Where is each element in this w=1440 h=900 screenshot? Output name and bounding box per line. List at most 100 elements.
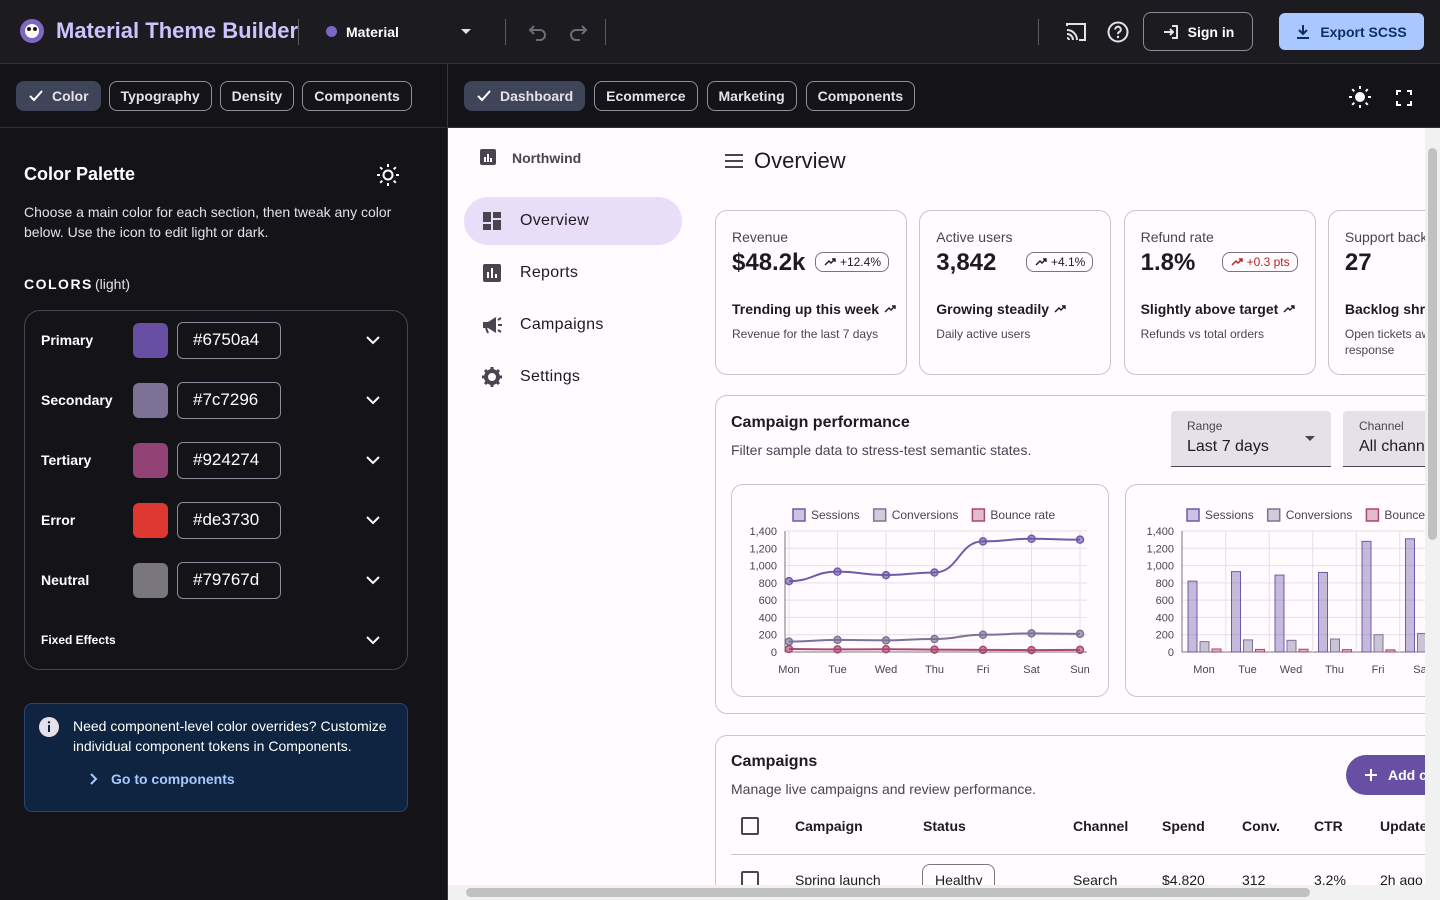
row-checkbox[interactable] bbox=[741, 817, 759, 835]
table-cell: Search bbox=[1073, 872, 1118, 888]
bar bbox=[1361, 540, 1372, 653]
kpi-label: Revenue bbox=[732, 229, 789, 245]
brand-name: Northwind bbox=[512, 150, 582, 166]
point bbox=[881, 644, 891, 654]
fixed-effects-chevron[interactable] bbox=[365, 634, 381, 646]
h-scroll-thumb[interactable] bbox=[466, 888, 1310, 897]
range-select[interactable] bbox=[1171, 411, 1331, 467]
theme-name[interactable]: Material bbox=[346, 24, 399, 40]
row-checkbox[interactable] bbox=[741, 871, 759, 885]
color-input[interactable] bbox=[177, 442, 281, 479]
channel-value: All channels bbox=[1359, 438, 1440, 455]
tab-label: Density bbox=[231, 88, 283, 104]
kpi-headline-text: Slightly above target bbox=[1140, 301, 1279, 317]
kpi-card: Revenue $48.2k +12.4% Trending up this week… bbox=[715, 210, 907, 375]
fullscreen-icon[interactable] bbox=[1395, 89, 1413, 107]
redo-icon[interactable] bbox=[567, 22, 591, 42]
color-chevron[interactable] bbox=[365, 514, 381, 526]
bar bbox=[1255, 648, 1265, 653]
y-tick-label: 600 bbox=[1156, 595, 1174, 607]
color-hex: #924274 bbox=[193, 450, 260, 469]
divider bbox=[1038, 19, 1039, 45]
color-input[interactable] bbox=[177, 562, 281, 599]
trend-icon bbox=[1035, 258, 1047, 266]
chart: 0 200 400 600 800 1,000 1,200 1,400 Mon Tue Wed Thu… bbox=[749, 508, 1089, 676]
y-tick-label: 0 bbox=[771, 647, 777, 659]
chart-card bbox=[731, 484, 1109, 697]
nav-item[interactable]: Reports bbox=[520, 264, 579, 281]
undo-icon[interactable] bbox=[525, 22, 549, 42]
bar bbox=[1286, 639, 1297, 653]
color-input[interactable] bbox=[177, 502, 281, 539]
y-tick-label: 400 bbox=[1156, 612, 1174, 624]
tab-chip[interactable]: Ecommerce bbox=[594, 81, 698, 111]
preview-tabs: Dashboard Ecommerce Marketing Components bbox=[464, 81, 916, 111]
tab-chip[interactable]: Density bbox=[219, 81, 295, 111]
menu-icon[interactable] bbox=[724, 153, 744, 169]
legend-label: Sessions bbox=[1205, 508, 1254, 522]
color-swatch[interactable] bbox=[133, 503, 168, 538]
add-campaign-button[interactable]: Add campaign bbox=[1346, 755, 1425, 795]
theme-mode-icon[interactable] bbox=[1348, 85, 1372, 109]
v-scroll-thumb[interactable] bbox=[1428, 148, 1437, 540]
point bbox=[1075, 629, 1085, 639]
legend-swatch bbox=[1186, 508, 1200, 522]
tab-chip[interactable]: Color bbox=[16, 81, 101, 111]
table-cell: 2h ago bbox=[1380, 872, 1423, 888]
fixed-effects-label: Fixed Effects bbox=[41, 633, 116, 647]
mode-toggle-icon[interactable] bbox=[376, 163, 400, 187]
color-input[interactable] bbox=[177, 322, 281, 359]
legend-swatch bbox=[1266, 508, 1281, 522]
check-icon bbox=[477, 90, 491, 102]
kpi-card: Refund rate 1.8% +0.3 pts Slightly above ta… bbox=[1123, 210, 1316, 375]
color-chevron[interactable] bbox=[365, 574, 381, 586]
color-chevron[interactable] bbox=[365, 394, 381, 406]
y-tick-label: 1,200 bbox=[1146, 543, 1174, 555]
info-text: Need component-level color overrides? Cu… bbox=[73, 718, 387, 754]
y-tick-label: 1,400 bbox=[1146, 526, 1174, 538]
theme-dot bbox=[326, 26, 337, 37]
color-name: Secondary bbox=[41, 392, 113, 408]
bar bbox=[1342, 649, 1352, 653]
kpi-headline-text: Growing steadily bbox=[936, 301, 1050, 317]
point bbox=[881, 570, 891, 580]
color-chevron[interactable] bbox=[365, 454, 381, 466]
color-input[interactable] bbox=[177, 382, 281, 419]
point bbox=[1075, 535, 1085, 544]
tab-chip[interactable]: Typography bbox=[108, 81, 212, 111]
toolbar bbox=[0, 64, 1440, 128]
point bbox=[784, 637, 794, 646]
info-link[interactable]: Go to components bbox=[111, 771, 235, 787]
divider bbox=[505, 19, 506, 45]
color-swatch[interactable] bbox=[133, 563, 168, 598]
kpi-caption: Open tickets awaiting response bbox=[1344, 327, 1425, 357]
kpi-headline: Slightly above target bbox=[1141, 299, 1299, 319]
dropdown-arrow[interactable] bbox=[459, 27, 473, 37]
color-swatch[interactable] bbox=[133, 443, 168, 478]
tab-chip[interactable]: Marketing bbox=[706, 81, 797, 111]
cast-icon[interactable] bbox=[1064, 20, 1088, 44]
tab-chip[interactable]: Dashboard bbox=[464, 81, 586, 111]
tab-chip[interactable]: Components bbox=[302, 81, 412, 111]
table-header: Spend bbox=[1162, 818, 1205, 834]
help-icon[interactable] bbox=[1106, 20, 1130, 44]
table-cell: $4,820 bbox=[1162, 872, 1205, 888]
trend-icon bbox=[824, 258, 836, 266]
kpi-value: 1.8% bbox=[1140, 249, 1196, 276]
color-swatch[interactable] bbox=[133, 323, 168, 358]
nav-item[interactable]: Overview bbox=[520, 212, 590, 229]
range-value: Last 7 days bbox=[1187, 438, 1269, 455]
nav-item[interactable]: Settings bbox=[520, 368, 581, 385]
color-chevron[interactable] bbox=[365, 334, 381, 346]
tab-chip[interactable]: Components bbox=[805, 81, 916, 111]
nav-item[interactable]: Campaigns bbox=[520, 316, 604, 333]
divider bbox=[298, 19, 299, 45]
sign-in-button[interactable]: Sign in bbox=[1143, 12, 1253, 51]
export-button[interactable]: Export SCSS bbox=[1279, 13, 1424, 50]
trend-icon bbox=[1283, 305, 1295, 313]
channel-select[interactable] bbox=[1343, 411, 1425, 467]
bar bbox=[1330, 638, 1340, 653]
x-tick-label: Sat bbox=[1413, 664, 1430, 676]
color-swatch[interactable] bbox=[133, 383, 168, 418]
